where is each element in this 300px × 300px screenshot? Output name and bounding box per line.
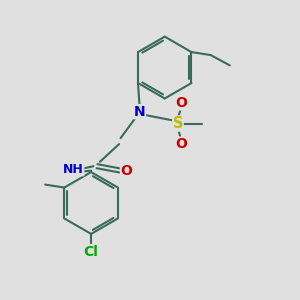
Text: S: S: [173, 116, 183, 131]
Text: O: O: [175, 96, 187, 110]
Text: O: O: [121, 164, 132, 178]
Text: NH: NH: [63, 163, 84, 176]
Text: O: O: [175, 137, 187, 151]
Text: Cl: Cl: [84, 244, 98, 259]
Text: N: N: [134, 105, 146, 119]
